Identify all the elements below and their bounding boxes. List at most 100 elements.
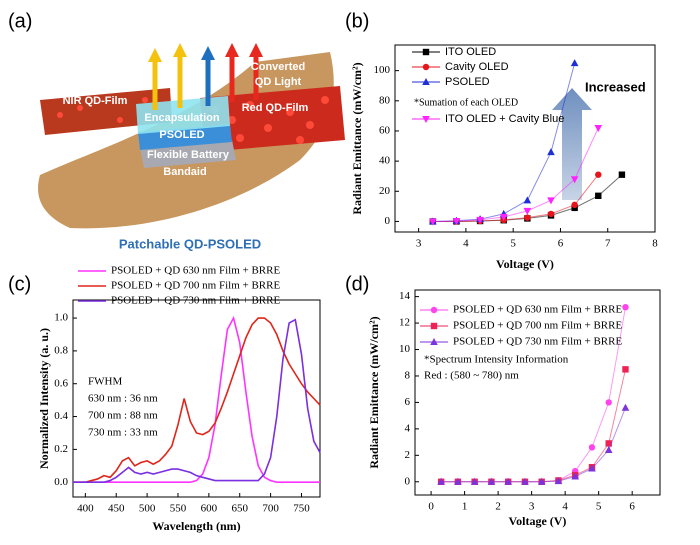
x-tick-label: 500: [139, 503, 156, 515]
y-tick-label: 80: [379, 94, 391, 106]
plot-frame: [414, 289, 661, 496]
marker: [547, 148, 555, 156]
marker: [429, 218, 437, 226]
marker: [504, 477, 512, 485]
marker: [622, 366, 629, 373]
marker: [430, 322, 438, 330]
x-tick-label: 550: [170, 503, 187, 515]
marker: [588, 464, 596, 472]
increase-arrow: [552, 88, 592, 200]
marker: [524, 214, 531, 221]
annotation: *Spectrum Intensity Information: [424, 354, 569, 366]
x-tick-label: 0: [428, 501, 434, 513]
ill-label: Red QD-Film: [242, 102, 309, 114]
x-tick-label: 1: [462, 501, 468, 513]
annotation: Increased: [585, 79, 646, 94]
marker: [618, 171, 626, 178]
legend-label: PSOLED + QD 730 nm Film + BRRE: [453, 336, 622, 348]
plot-frame: [72, 299, 321, 498]
x-tick-label: 3: [416, 238, 422, 250]
x-tick-label: 8: [652, 238, 658, 250]
x-tick-label: 4: [463, 238, 469, 250]
y-tick-label: 0.0: [54, 476, 68, 488]
marker: [437, 477, 445, 485]
y-tick-label: 20: [379, 185, 391, 197]
panel-label: (d): [345, 273, 369, 295]
annotation: 630 nm : 36 nm: [88, 393, 158, 405]
marker: [430, 338, 438, 345]
annotation: FWHM: [88, 376, 122, 388]
legend-label: PSOLED + QD 630 nm Film + BRRE: [111, 265, 280, 277]
marker: [570, 59, 579, 67]
marker: [523, 196, 532, 204]
legend-label: PSOLED + QD 730 nm Film + BRRE: [111, 295, 280, 307]
y-tick-label: 0.6: [54, 377, 68, 389]
x-axis-label: Wavelength (nm): [152, 519, 240, 533]
series-line: [432, 127, 599, 222]
marker: [547, 210, 555, 218]
x-tick-label: 600: [201, 503, 218, 515]
marker: [454, 477, 462, 485]
y-axis-label: Radiant Emittance (mW/cm²): [350, 62, 364, 214]
marker: [537, 477, 546, 485]
x-tick-label: 400: [77, 503, 94, 515]
x-tick-label: 5: [510, 238, 516, 250]
marker: [487, 477, 496, 485]
x-tick-label: 5: [596, 501, 602, 513]
plot-frame: [394, 44, 656, 233]
y-tick-label: 40: [379, 155, 391, 167]
light-arrows: [148, 43, 263, 110]
y-tick-label: 6: [405, 396, 411, 408]
series-line: [441, 369, 626, 483]
y-tick-label: 2: [405, 449, 411, 461]
marker: [588, 444, 596, 451]
marker: [604, 446, 613, 454]
x-tick-label: 650: [231, 503, 248, 515]
annotation: 730 nm : 33 nm: [88, 427, 158, 439]
marker: [621, 403, 630, 411]
series-line: [441, 307, 626, 483]
annotation: 700 nm : 88 nm: [88, 410, 158, 422]
ill-label: Bandaid: [163, 166, 206, 178]
marker: [499, 213, 508, 221]
panel-label: (a): [8, 10, 32, 32]
y-axis-label: Normalized Intensity (a. u.): [37, 328, 51, 469]
marker: [523, 207, 532, 215]
panel-label: (c): [8, 273, 31, 295]
y-tick-label: 0: [405, 475, 411, 487]
x-tick-label: 3: [529, 501, 535, 513]
y-tick-label: 0.8: [54, 344, 68, 356]
legend-label: ITO OLED: [445, 46, 496, 58]
marker: [554, 477, 563, 485]
x-axis-label: Voltage (V): [496, 257, 554, 271]
series-line: [432, 174, 599, 222]
x-tick-label: 4: [562, 501, 568, 513]
marker: [605, 440, 612, 447]
y-axis-label: Radiant Emittance (mW/cm²): [367, 316, 381, 468]
annotation: Red : (580 ~ 780) nm: [424, 370, 519, 382]
annotation: *Sumation of each OLED: [414, 97, 518, 108]
x-tick-label: 6: [558, 238, 564, 250]
x-tick-label: 450: [108, 503, 125, 515]
y-tick-label: 60: [379, 124, 391, 136]
y-tick-label: 0: [385, 215, 391, 227]
marker: [422, 78, 430, 85]
ill-label: Encapsulation: [144, 112, 219, 124]
legend-label: PSOLED + QD 700 nm Film + BRRE: [453, 320, 622, 332]
legend-label: ITO OLED + Cavity Blue: [445, 113, 564, 125]
marker: [422, 63, 430, 71]
marker: [571, 201, 578, 209]
series-line: [441, 407, 626, 483]
ill-label: NIR QD-Film: [63, 95, 128, 107]
marker: [622, 303, 629, 311]
x-tick-label: 7: [605, 238, 611, 250]
y-tick-label: 0.4: [54, 410, 68, 422]
x-axis-label: Voltage (V): [509, 514, 567, 528]
marker: [470, 477, 479, 485]
series-line: [73, 315, 320, 484]
marker: [594, 124, 603, 132]
marker: [422, 116, 430, 123]
ill-label: Converted: [251, 61, 305, 73]
marker: [570, 176, 579, 184]
